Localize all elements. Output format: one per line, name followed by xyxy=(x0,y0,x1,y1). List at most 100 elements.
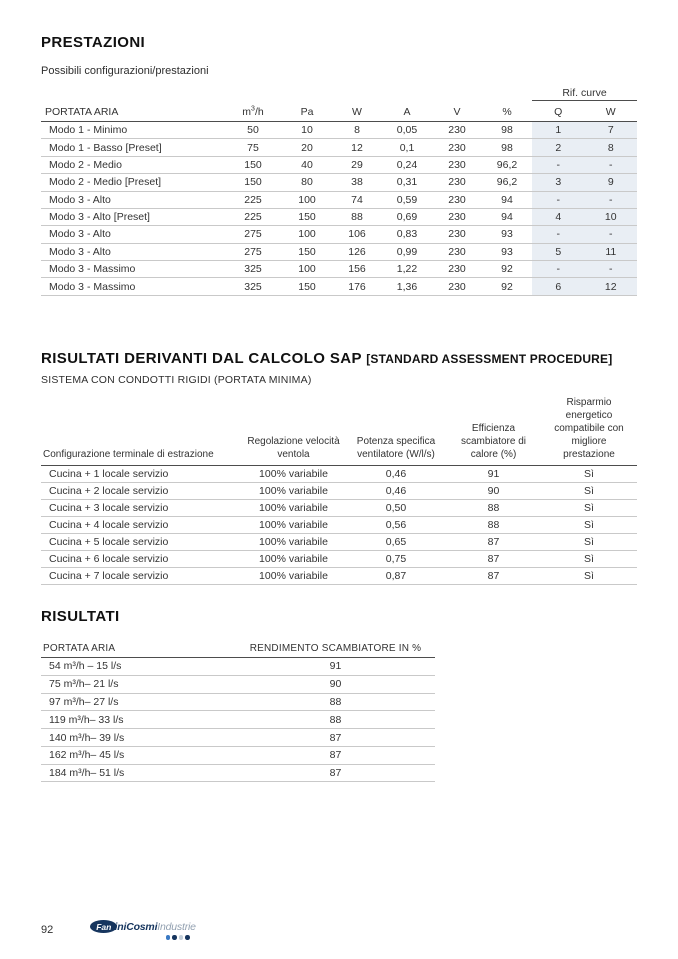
cell: 92 xyxy=(482,277,533,296)
cell: 0,24 xyxy=(382,156,432,175)
cell: Modo 1 - Minimo xyxy=(41,121,224,140)
risultati-table: PORTATA ARIA RENDIMENTO SCAMBIATORE IN % … xyxy=(41,638,435,783)
cell: 106 xyxy=(332,225,382,244)
cell: 87 xyxy=(236,746,435,765)
group-spacer xyxy=(41,86,532,101)
cell: 1,22 xyxy=(382,260,432,279)
section-subtitle-sap: SISTEMA CON CONDOTTI RIGIDI (PORTATA MIN… xyxy=(41,374,312,386)
logo-brand-light: Industrie xyxy=(157,920,196,933)
cell: 230 xyxy=(432,277,482,296)
table-row: Modo 3 - Alto 275 100 106 0,83 230 93- - xyxy=(41,225,638,244)
table-row: Cucina + 4 locale servizio 100% variabile… xyxy=(41,516,637,534)
section-prestazioni: PRESTAZIONI Possibili configurazioni/pre… xyxy=(41,34,638,296)
table-row: Modo 2 - Medio [Preset] 150 80 38 0,31 230 96,… xyxy=(41,173,638,192)
section-title-risultati: RISULTATI xyxy=(41,608,120,625)
cell: 150 xyxy=(282,243,332,262)
column-header: % xyxy=(482,100,533,122)
table-row: 97 m³/h– 27 l/s 88 xyxy=(41,693,435,712)
cell: 150 xyxy=(282,277,332,296)
page-number: 92 xyxy=(41,924,54,936)
cell: - xyxy=(532,225,585,244)
table-row: 184 m³/h– 51 l/s 87 xyxy=(41,764,435,783)
cell: 100% variabile xyxy=(241,499,346,517)
column-header: Risparmio energetico compatibile con mig… xyxy=(541,394,637,466)
cell: 325 xyxy=(224,277,282,296)
cell: 10 xyxy=(584,208,638,227)
cell: 75 xyxy=(224,138,282,157)
cell: 8 xyxy=(584,138,638,157)
cell: 126 xyxy=(332,243,382,262)
cell: 93 xyxy=(482,243,533,262)
cell: 184 m³/h– 51 l/s xyxy=(41,764,236,783)
cell: 29 xyxy=(332,156,382,175)
cell: Modo 3 - Alto xyxy=(41,225,224,244)
cell: 38 xyxy=(332,173,382,192)
cell: - xyxy=(584,225,638,244)
cell: 80 xyxy=(282,173,332,192)
cell: 4 xyxy=(532,208,585,227)
cell: 87 xyxy=(446,567,541,585)
table-row: Cucina + 1 locale servizio 100% variabile… xyxy=(41,465,637,483)
column-header: Efficienza scambiatore di calore (%) xyxy=(446,394,541,466)
cell: 11 xyxy=(584,243,638,262)
cell: 119 m³/h– 33 l/s xyxy=(41,710,236,730)
cell: 225 xyxy=(224,208,282,227)
cell: 230 xyxy=(432,243,482,262)
cell: 75 m³/h– 21 l/s xyxy=(41,675,236,694)
cell: Cucina + 7 locale servizio xyxy=(41,567,241,585)
page-footer: 92 Fan tiniCosmi Industrie xyxy=(41,920,637,940)
table-row: Modo 3 - Massimo 325 100 156 1,22 230 92- - xyxy=(41,260,638,279)
cell: 230 xyxy=(432,121,482,140)
table-row: 75 m³/h– 21 l/s 90 xyxy=(41,675,435,694)
cell: 9 xyxy=(584,173,638,192)
cell: - xyxy=(584,156,638,175)
column-header: Regolazione velocità ventola xyxy=(241,394,346,466)
cell: 0,83 xyxy=(382,225,432,244)
table-row: 54 m³/h – 15 l/s 91 xyxy=(41,657,435,676)
logo-dot xyxy=(178,935,184,940)
cell: 7 xyxy=(584,121,638,140)
cell: 40 xyxy=(282,156,332,175)
cell: 0,87 xyxy=(346,567,446,585)
cell: 0,69 xyxy=(382,208,432,227)
cell: 0,59 xyxy=(382,191,432,209)
section-title-prestazioni: PRESTAZIONI xyxy=(41,34,146,51)
cell: Modo 3 - Alto xyxy=(41,191,224,209)
cell: 87 xyxy=(446,550,541,568)
column-header: RENDIMENTO SCAMBIATORE IN % xyxy=(236,638,435,658)
cell: 0,46 xyxy=(346,482,446,500)
cell: 90 xyxy=(236,675,435,694)
cell: 150 xyxy=(282,208,332,227)
cell: 88 xyxy=(332,208,382,227)
cell: Modo 3 - Alto [Preset] xyxy=(41,208,224,227)
cell: Cucina + 6 locale servizio xyxy=(41,550,241,568)
logo-brand-bold: tiniCosmi xyxy=(111,920,158,933)
cell: 0,31 xyxy=(382,173,432,192)
section-title-sap: RISULTATI DERIVANTI DAL CALCOLO SAP [STA… xyxy=(41,350,637,367)
sap-table: Configurazione terminale di estrazione Re… xyxy=(41,394,637,585)
cell: Sì xyxy=(541,567,637,585)
sap-header-row: Configurazione terminale di estrazione Re… xyxy=(41,394,637,466)
cell: 230 xyxy=(432,208,482,227)
fantini-cosmi-logo: Fan tiniCosmi Industrie xyxy=(90,920,196,940)
cell: 156 xyxy=(332,260,382,279)
cell: 12 xyxy=(332,138,382,157)
cell: Cucina + 5 locale servizio xyxy=(41,533,241,551)
cell: 100% variabile xyxy=(241,516,346,534)
table-row: Modo 3 - Alto 225 100 74 0,59 230 94- - xyxy=(41,191,638,209)
table-row: Cucina + 2 locale servizio 100% variabile… xyxy=(41,482,637,500)
cell: Sì xyxy=(541,550,637,568)
cell: 325 xyxy=(224,260,282,279)
cell: 100 xyxy=(282,225,332,244)
rif-curve-group-row: Rif. curve xyxy=(41,86,638,101)
cell: Cucina + 2 locale servizio xyxy=(41,482,241,500)
logo-dots-icon xyxy=(165,935,190,940)
cell: Modo 2 - Medio xyxy=(41,156,224,175)
cell: 88 xyxy=(236,693,435,712)
cell: 93 xyxy=(482,225,533,244)
column-header: Configurazione terminale di estrazione xyxy=(41,394,241,466)
cell: Modo 2 - Medio [Preset] xyxy=(41,173,224,192)
cell: 150 xyxy=(224,156,282,175)
cell: 140 m³/h– 39 l/s xyxy=(41,728,236,747)
prestazioni-table: Rif. curve PORTATA ARIA m3/h Pa W A V% Q W Modo… xyxy=(41,86,638,296)
